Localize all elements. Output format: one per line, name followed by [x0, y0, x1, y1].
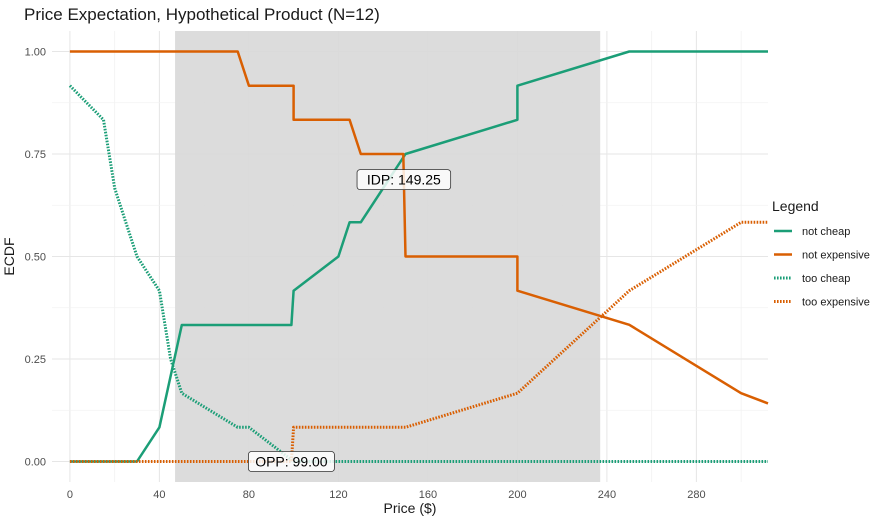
price-point-annotations: IDP: 149.25 OPP: 99.00 — [248, 169, 452, 472]
annotation-label: IDP: 149.25 — [367, 172, 441, 188]
acceptable-price-range-shade — [175, 31, 601, 482]
legend-item-not-cheap: not cheap — [774, 226, 850, 238]
chart-title: Price Expectation, Hypothetical Product … — [24, 5, 380, 24]
y-tick-label: 0.50 — [25, 252, 46, 264]
axis-tick-labels: 0 40 80 120 160 200 240 280 0.00 0.25 0.50 0.75 1.00 — [25, 47, 706, 502]
legend-item-not-expensive: not expensive — [774, 250, 870, 262]
annotation-opp: OPP: 99.00 — [248, 451, 335, 472]
x-tick-label: 120 — [329, 489, 347, 501]
legend-label: not cheap — [802, 226, 850, 238]
y-tick-label: 1.00 — [25, 47, 46, 59]
y-axis-title: ECDF — [1, 237, 17, 275]
annotation-idp: IDP: 149.25 — [356, 169, 452, 191]
x-tick-label: 40 — [153, 489, 165, 501]
legend-label: too expensive — [802, 297, 870, 309]
legend-item-too-expensive: too expensive — [774, 297, 870, 309]
annotation-box — [356, 169, 452, 191]
x-tick-label: 0 — [67, 489, 73, 501]
acceptable-range-rect — [175, 31, 601, 482]
x-tick-label: 160 — [419, 489, 437, 501]
series-not-cheap — [69, 50, 768, 463]
x-tick-label: 80 — [243, 489, 255, 501]
x-tick-label: 240 — [598, 489, 616, 501]
x-tick-label: 200 — [508, 489, 526, 501]
y-tick-label: 0.25 — [25, 354, 46, 366]
legend-label: not expensive — [802, 250, 870, 262]
series-not-expensive — [69, 50, 769, 405]
x-tick-label: 280 — [687, 489, 705, 501]
y-tick-label: 0.00 — [25, 457, 46, 469]
legend-item-too-cheap: too cheap — [774, 273, 850, 285]
x-axis-title: Price ($) — [384, 500, 437, 516]
legend-label: too cheap — [802, 273, 850, 285]
legend-title: Legend — [772, 198, 819, 214]
annotation-box — [248, 451, 335, 472]
legend: Legend not cheap not expensive too cheap to… — [772, 198, 870, 309]
annotation-label: OPP: 99.00 — [255, 454, 328, 470]
series-too-expensive — [69, 220, 768, 463]
y-tick-label: 0.75 — [25, 149, 46, 161]
